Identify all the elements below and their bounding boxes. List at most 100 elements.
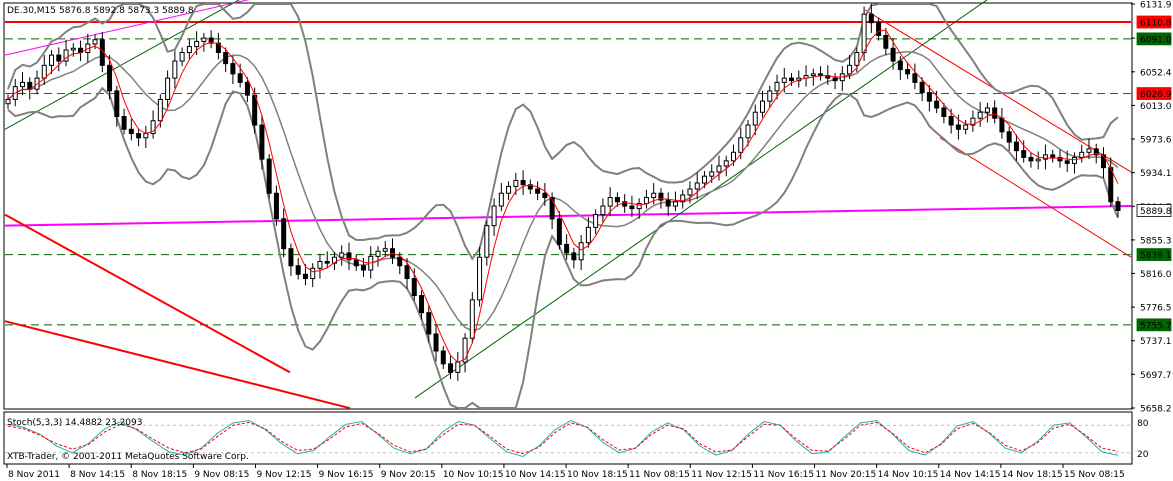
candle-body bbox=[215, 42, 221, 54]
candle-body bbox=[179, 52, 185, 62]
candle-body bbox=[912, 73, 918, 83]
bollinger-middle bbox=[7, 50, 1119, 332]
candle-body bbox=[150, 120, 156, 135]
candle-body bbox=[658, 192, 664, 201]
candle-body bbox=[1021, 150, 1027, 158]
candle-body bbox=[948, 115, 954, 126]
price-tag-bg-3 bbox=[1136, 204, 1172, 217]
candle-body bbox=[288, 248, 294, 267]
candle-body bbox=[353, 259, 359, 267]
candle-body bbox=[629, 205, 635, 210]
price-tag-0: 6110.8 bbox=[1140, 18, 1172, 28]
candle-body bbox=[237, 73, 243, 83]
candle-body bbox=[578, 242, 584, 261]
candle-body bbox=[723, 160, 729, 167]
x-tick-label-13: 11 Nov 20:15 bbox=[816, 470, 877, 480]
price-tag-bg-2 bbox=[1136, 87, 1172, 100]
price-tag-bg-4 bbox=[1136, 248, 1172, 261]
candle-body bbox=[651, 192, 657, 199]
candle-body bbox=[883, 34, 889, 49]
candle-body bbox=[339, 252, 345, 258]
candle-body bbox=[5, 98, 11, 105]
horizontal-levels bbox=[5, 20, 1131, 326]
candle-body bbox=[789, 77, 795, 82]
candle-body bbox=[121, 115, 127, 130]
candle-body bbox=[1057, 156, 1063, 162]
candle-body bbox=[324, 260, 330, 264]
candle-body bbox=[600, 205, 606, 216]
x-tick-label-1: 8 Nov 14:15 bbox=[70, 470, 125, 480]
candle-body bbox=[1115, 201, 1121, 211]
candle-body bbox=[1028, 156, 1034, 162]
candle-body bbox=[1064, 160, 1070, 164]
candle-body bbox=[1013, 141, 1019, 152]
x-tick-label-16: 14 Nov 18:15 bbox=[1002, 470, 1063, 480]
candle-body bbox=[360, 265, 366, 271]
y-tick-label-10: 5737.1 bbox=[1140, 337, 1172, 347]
stoch-panel-frame bbox=[3, 411, 1133, 465]
candle-body bbox=[992, 107, 998, 119]
candle-body bbox=[919, 81, 925, 94]
red-moving-average bbox=[7, 29, 1119, 363]
candle-body bbox=[1050, 154, 1056, 158]
candle-body bbox=[564, 243, 570, 254]
stochastic-lines bbox=[5, 420, 1131, 458]
candle-body bbox=[607, 197, 613, 207]
candle-body bbox=[382, 248, 388, 252]
candle-body bbox=[716, 165, 722, 173]
candle-body bbox=[970, 117, 976, 126]
green-trend-left bbox=[4, 0, 240, 130]
candle-body bbox=[302, 273, 308, 280]
bollinger-lower bbox=[7, 86, 1119, 409]
candle-body bbox=[680, 194, 686, 203]
candle-body bbox=[208, 37, 214, 44]
ohlc-values: 5876.8 5892.8 5873.3 5889.8 bbox=[59, 6, 194, 16]
x-tick-label-12: 11 Nov 16:15 bbox=[753, 470, 814, 480]
x-tick-label-4: 9 Nov 12:15 bbox=[256, 470, 311, 480]
x-tick-label-0: 8 Nov 2011 bbox=[8, 470, 60, 480]
candle-body bbox=[484, 225, 490, 258]
candle-body bbox=[157, 98, 163, 122]
red-channel-lower bbox=[939, 137, 1132, 258]
candle-body bbox=[687, 188, 693, 196]
y-tick-label-3: 6013.0 bbox=[1140, 102, 1172, 112]
candle-body bbox=[136, 133, 142, 139]
candle-body bbox=[114, 90, 120, 117]
y-tick-label-9: 5776.5 bbox=[1140, 304, 1172, 314]
candle-body bbox=[411, 278, 417, 297]
price-tag-bg-1 bbox=[1136, 32, 1172, 46]
candle-body bbox=[448, 363, 454, 373]
candle-body bbox=[1042, 154, 1048, 160]
candle-body bbox=[535, 188, 541, 194]
candle-body bbox=[665, 199, 671, 207]
candle-body bbox=[20, 81, 26, 88]
candle-body bbox=[92, 39, 98, 45]
candle-body bbox=[760, 100, 766, 113]
candle-body bbox=[477, 256, 483, 301]
green-trend-main bbox=[414, 0, 988, 399]
x-tick-label-8: 10 Nov 14:15 bbox=[505, 470, 566, 480]
y-tick-label-2: 6052.4 bbox=[1140, 68, 1172, 78]
candle-body bbox=[571, 252, 577, 261]
candle-body bbox=[774, 81, 780, 92]
magenta-trend-line bbox=[4, 205, 1132, 227]
candle-body bbox=[440, 350, 446, 365]
stoch-level-80: 80 bbox=[1137, 419, 1149, 429]
x-tick-label-11: 11 Nov 12:15 bbox=[691, 470, 752, 480]
candle-body bbox=[331, 256, 337, 264]
candle-body bbox=[1108, 167, 1114, 203]
candle-body bbox=[520, 179, 526, 186]
candle-body bbox=[317, 260, 323, 269]
candle-body bbox=[426, 312, 432, 335]
candle-body bbox=[186, 46, 192, 54]
price-tag-4: 5838.1 bbox=[1140, 251, 1172, 261]
candle-body bbox=[244, 81, 250, 96]
x-tick-label-17: 15 Nov 08:15 bbox=[1064, 470, 1125, 480]
candle-body bbox=[832, 77, 838, 82]
candle-body bbox=[738, 137, 744, 153]
bollinger-upper bbox=[7, 3, 1119, 261]
candle-body bbox=[963, 124, 969, 130]
candle-body bbox=[977, 111, 983, 119]
candle-body bbox=[375, 250, 381, 257]
